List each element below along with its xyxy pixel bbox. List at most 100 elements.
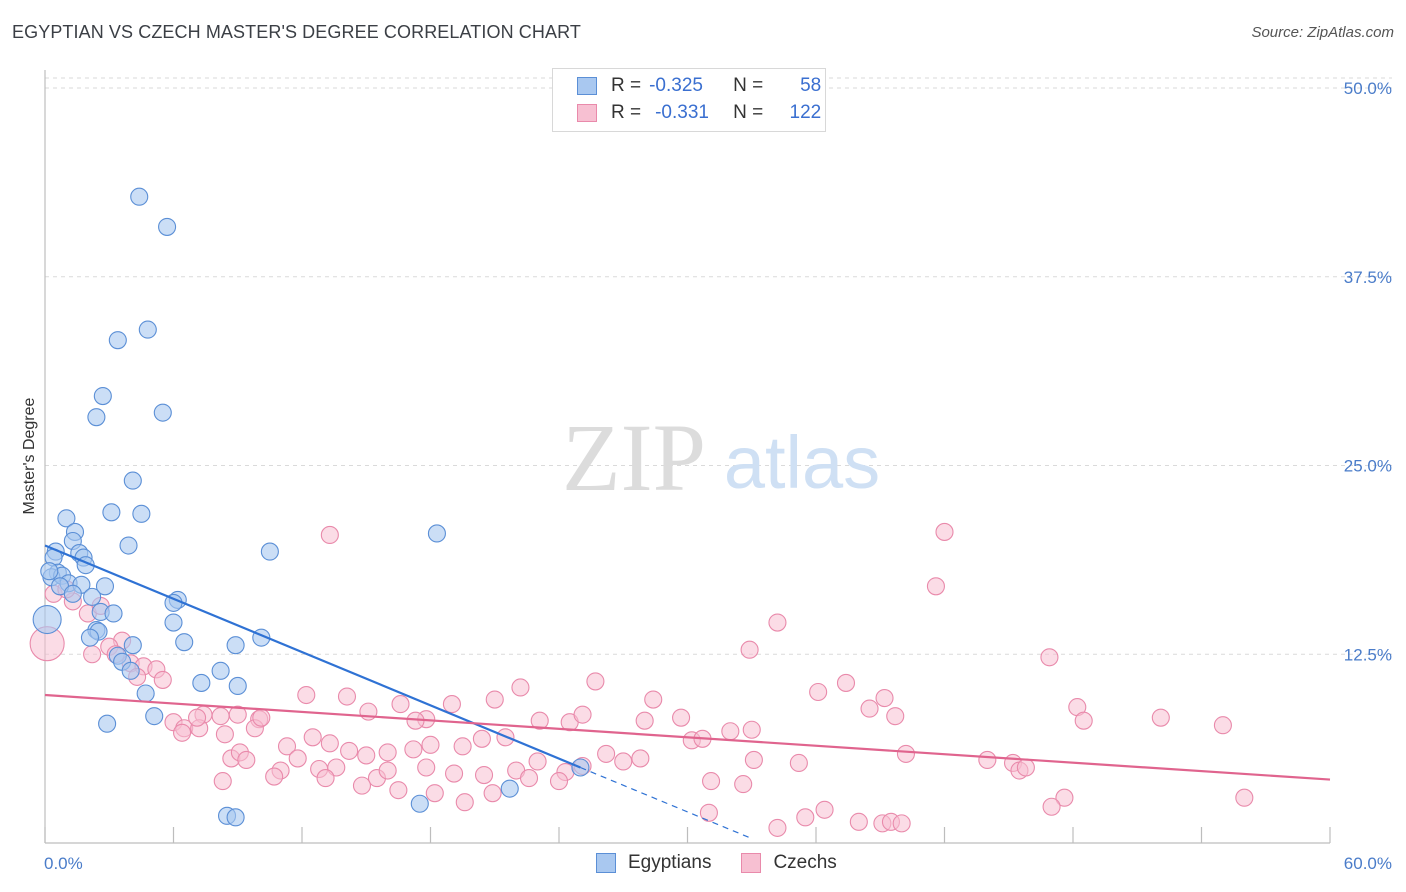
- czechs-point: [1074, 711, 1093, 730]
- czechs-point: [1151, 708, 1170, 727]
- czechs-point: [926, 577, 945, 596]
- czechs-point: [935, 522, 954, 541]
- czechs-point: [1040, 648, 1059, 667]
- y-axis-label: Master's Degree: [21, 397, 38, 514]
- czechs-point: [614, 752, 633, 771]
- czechs-trend-line: [44, 693, 1331, 781]
- legend-item-egyptians[interactable]: Egyptians: [596, 852, 711, 874]
- czechs-point: [252, 708, 271, 727]
- czechs-point: [445, 764, 464, 783]
- czechs-point: [455, 793, 474, 812]
- czechs-point: [237, 750, 256, 770]
- czechs-point: [789, 753, 808, 773]
- grid-lines: [45, 77, 1392, 655]
- czechs-point: [277, 737, 297, 756]
- czechs-n-value: 122: [789, 102, 822, 123]
- egyptians-point: [32, 604, 62, 635]
- czechs-points: [29, 522, 1254, 837]
- chart-title: EGYPTIAN VS CZECH MASTER'S DEGREE CORREL…: [12, 22, 581, 42]
- egyptians-point: [57, 509, 76, 528]
- egyptians-trend-extension: [580, 766, 752, 840]
- czechs-point: [768, 613, 787, 632]
- czechs-point: [530, 711, 549, 730]
- czechs-point: [978, 750, 997, 770]
- tick-labels: 12.5% 25.0% 37.5% 50.0% 0.0% 60.0%: [44, 79, 1392, 873]
- czechs-point: [860, 699, 879, 718]
- czechs-point: [320, 525, 339, 545]
- y-tick-label: 25.0%: [1344, 457, 1392, 476]
- legend-item-czechs[interactable]: Czechs: [741, 852, 837, 874]
- x-tick-label: 60.0%: [1344, 854, 1392, 873]
- czechs-point: [519, 769, 539, 788]
- czechs-point: [528, 752, 547, 771]
- czechs-legend-label: Czechs: [773, 852, 837, 873]
- czechs-swatch: [577, 104, 597, 122]
- series-legend: Egyptians Czechs: [596, 852, 867, 874]
- czechs-point: [417, 758, 436, 777]
- egyptians-point: [226, 636, 245, 655]
- trend-lines: [44, 544, 1331, 840]
- czechs-point: [453, 737, 472, 756]
- y-tick-label: 12.5%: [1344, 645, 1392, 664]
- czechs-point: [875, 688, 894, 708]
- egyptians-point: [80, 628, 100, 647]
- czechs-point: [213, 772, 232, 791]
- czechs-point: [297, 685, 316, 705]
- egyptians-point: [164, 613, 183, 632]
- czechs-point: [404, 740, 423, 759]
- czechs-point: [211, 707, 230, 726]
- egyptians-legend-label: Egyptians: [628, 852, 712, 873]
- correlation-legend: R = -0.325 N = 58 R = -0.331 N = 122: [552, 68, 826, 132]
- czechs-point: [228, 705, 247, 724]
- czechs-point: [485, 690, 504, 709]
- y-tick-label: 37.5%: [1344, 268, 1392, 287]
- legend-row-egyptians: R = -0.325 N = 58: [577, 74, 821, 98]
- egyptians-point: [98, 714, 117, 733]
- czechs-point: [672, 708, 691, 727]
- egyptians-point: [260, 542, 279, 561]
- egyptians-point: [153, 403, 172, 422]
- egyptians-trend-line: [44, 544, 581, 769]
- egyptians-point: [211, 661, 230, 680]
- egyptians-point: [132, 504, 151, 523]
- egyptians-point: [500, 779, 519, 798]
- chart-source: Source: ZipAtlas.com: [1251, 24, 1394, 41]
- watermark-atlas: atlas: [724, 421, 880, 504]
- czechs-point: [1016, 758, 1035, 777]
- czechs-point: [337, 687, 357, 706]
- egyptians-point: [102, 503, 121, 522]
- czechs-point: [635, 711, 654, 730]
- czechs-point: [721, 722, 740, 741]
- czechs-r-label: R =: [611, 102, 642, 123]
- czechs-point: [389, 781, 408, 800]
- egyptians-n-label: N =: [733, 75, 764, 96]
- czechs-point: [442, 695, 461, 714]
- czechs-point: [474, 765, 494, 785]
- czechs-point: [378, 743, 397, 762]
- czechs-point: [586, 672, 605, 691]
- czechs-point: [836, 673, 856, 692]
- czechs-point: [1055, 788, 1074, 807]
- egyptians-swatch: [577, 77, 597, 95]
- czechs-point: [597, 744, 616, 763]
- czechs-point: [815, 800, 834, 819]
- egyptians-point: [123, 636, 142, 655]
- czechs-point: [320, 734, 339, 753]
- czechs-point: [421, 735, 440, 754]
- czechs-point: [573, 705, 592, 724]
- czechs-point: [849, 812, 868, 831]
- egyptians-point: [427, 524, 446, 543]
- czechs-point: [483, 784, 502, 803]
- czechs-point: [742, 720, 761, 739]
- czechs-point: [886, 707, 905, 726]
- egyptians-point: [40, 562, 59, 581]
- watermark: ZIP atlas: [562, 404, 880, 511]
- egyptians-point: [104, 604, 123, 623]
- czechs-r-value: -0.331: [655, 102, 709, 123]
- czechs-point: [796, 808, 815, 827]
- czechs-point: [740, 640, 759, 659]
- egyptians-point: [158, 217, 177, 236]
- czechs-point: [549, 772, 569, 791]
- czechs-point: [644, 690, 663, 709]
